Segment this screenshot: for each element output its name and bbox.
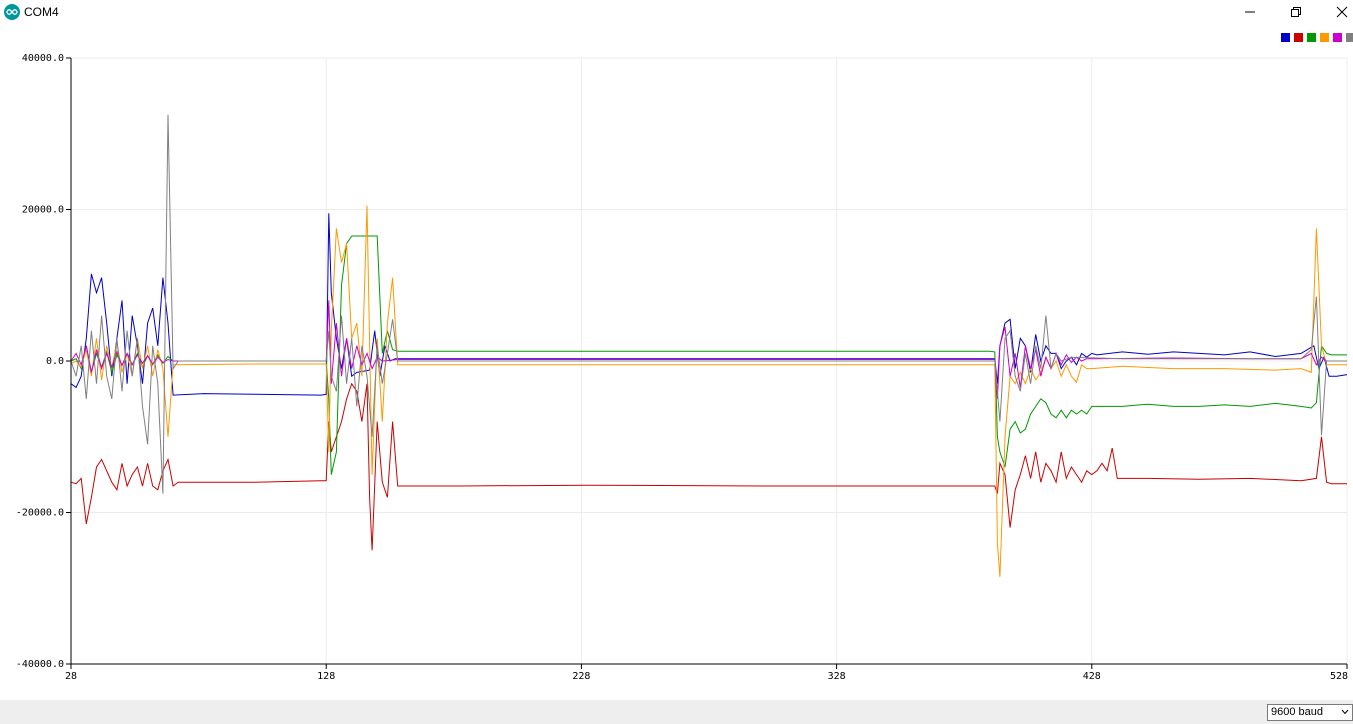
baud-rate-value: 9600 baud (1271, 706, 1323, 718)
series-line (70, 213, 1348, 396)
y-tick-label: 0.0 (46, 356, 64, 367)
x-tick-label: 28 (65, 671, 77, 682)
close-icon (1336, 6, 1348, 18)
x-tick-label: 528 (1330, 671, 1348, 682)
window-title: COM4 (24, 5, 59, 19)
close-button[interactable] (1319, 0, 1353, 24)
legend-swatch (1346, 33, 1353, 42)
x-tick-label: 228 (572, 671, 590, 682)
y-tick-label: 20000.0 (22, 205, 64, 216)
series-line (70, 235, 1347, 475)
legend-swatch (1294, 33, 1303, 42)
y-tick-label: -20000.0 (16, 508, 64, 519)
x-tick-label: 128 (317, 671, 335, 682)
minimize-icon (1245, 11, 1255, 13)
status-bar: 9600 baud (0, 700, 1353, 724)
y-tick-label: -40000.0 (16, 659, 64, 670)
legend-swatch (1320, 33, 1329, 42)
legend-swatch (1281, 33, 1290, 42)
y-tick-label: 40000.0 (22, 53, 64, 64)
arduino-icon (4, 4, 20, 20)
series-line (70, 205, 1347, 577)
series-line (70, 114, 1347, 494)
plot-area: 40000.0 20000.0 0.0 -20000.0 -40000.028 128 22… (16, 53, 1348, 682)
legend-swatch (1333, 33, 1342, 42)
series-line (70, 300, 1347, 399)
x-tick-label: 328 (828, 671, 846, 682)
legend-swatch (1307, 33, 1316, 42)
restore-icon (1291, 7, 1301, 17)
baud-rate-select[interactable]: 9600 baud (1267, 704, 1353, 721)
title-bar: COM4 (0, 0, 1353, 24)
restore-button[interactable] (1273, 0, 1319, 24)
x-tick-label: 428 (1083, 671, 1101, 682)
series-line (70, 382, 1347, 551)
minimize-button[interactable] (1227, 0, 1273, 24)
chevron-down-icon (1341, 709, 1349, 715)
